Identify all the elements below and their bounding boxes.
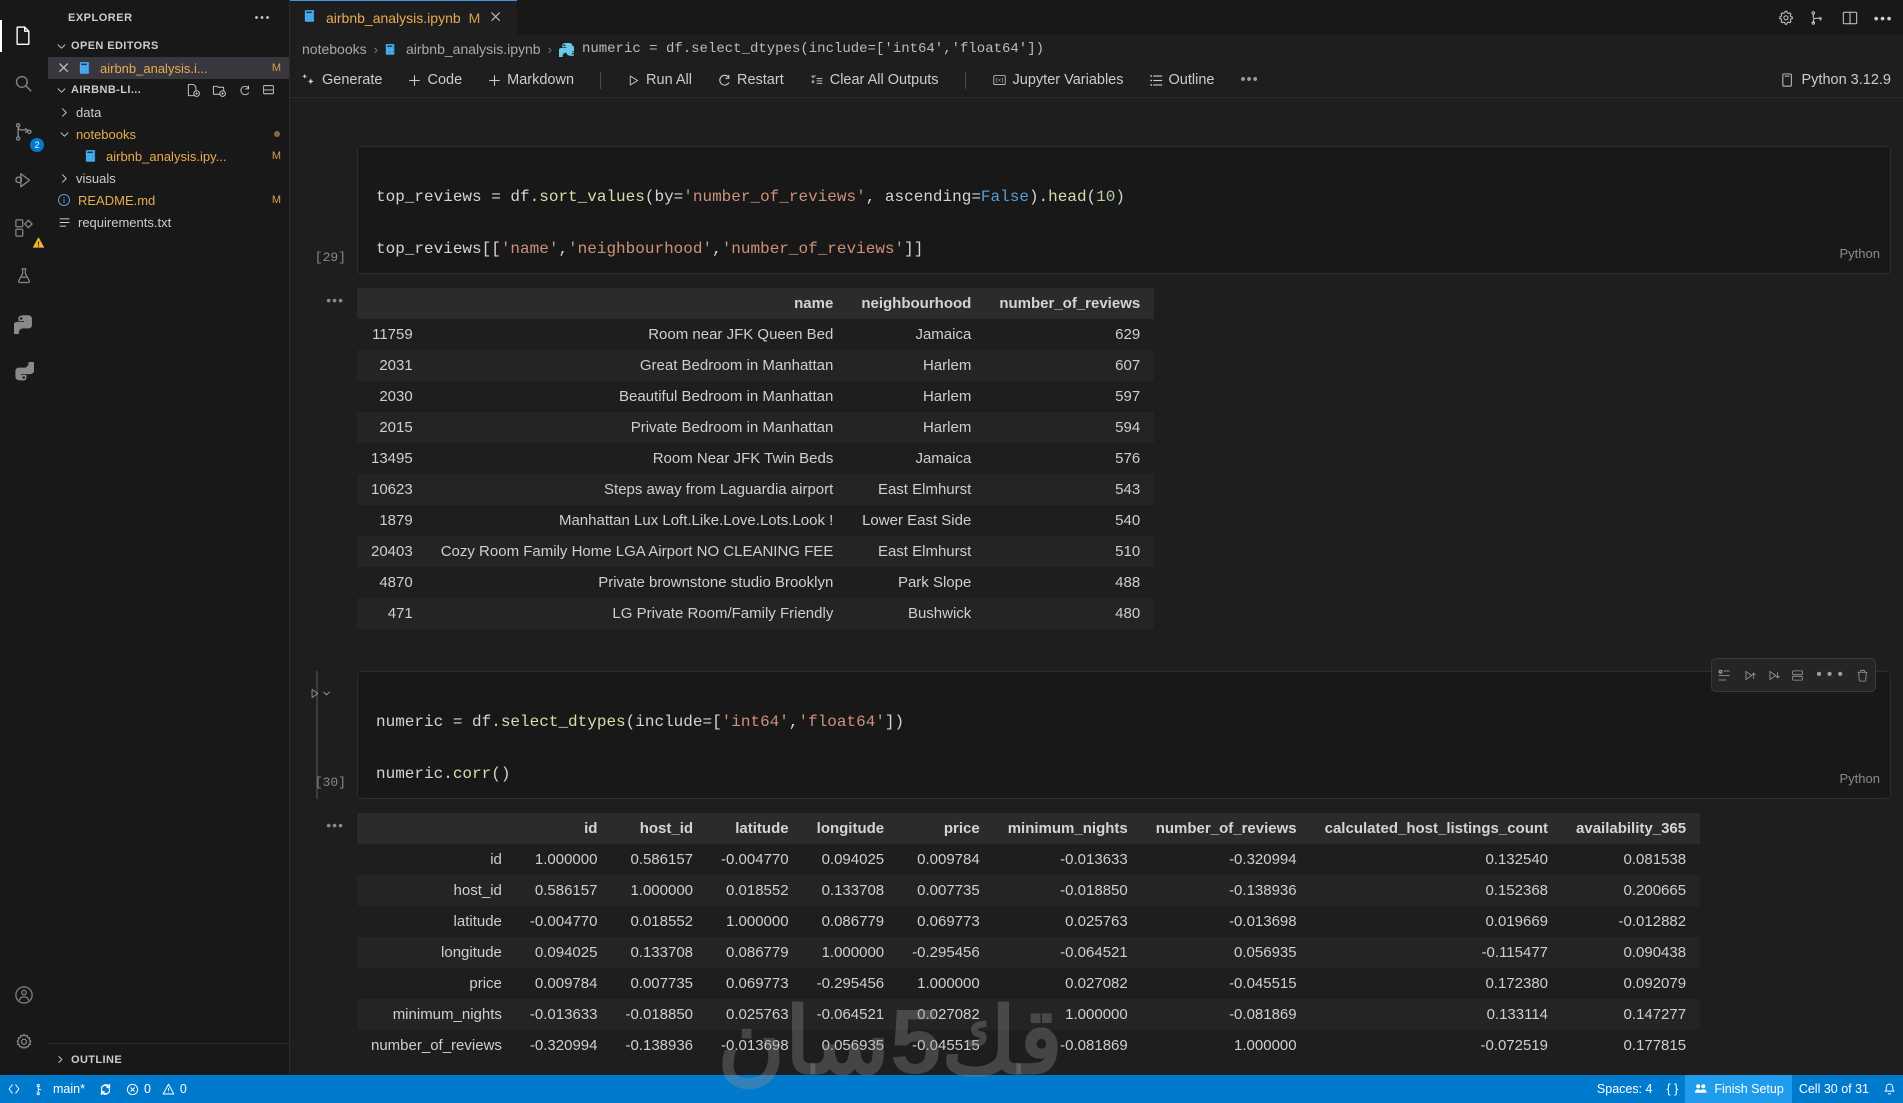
svg-text:[x]: [x] — [995, 77, 1004, 83]
svg-text:!: ! — [37, 239, 40, 248]
